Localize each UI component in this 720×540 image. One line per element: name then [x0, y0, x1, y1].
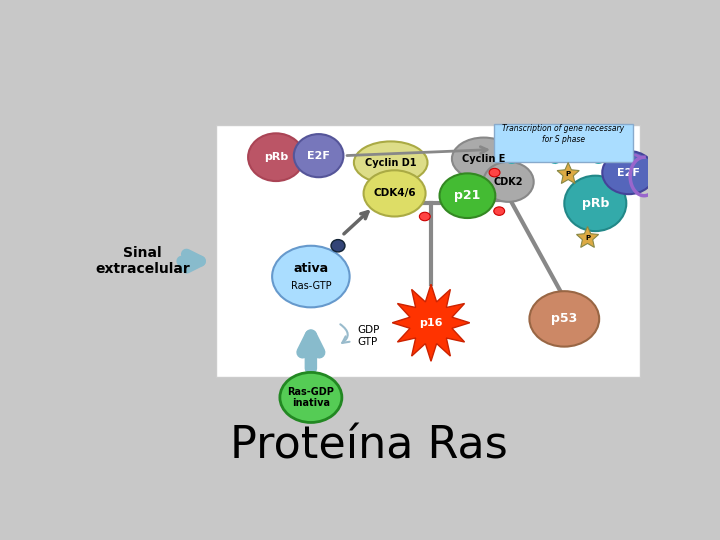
Text: CDK4/6: CDK4/6: [373, 188, 416, 198]
Text: GDP
GTP: GDP GTP: [357, 325, 379, 347]
Ellipse shape: [439, 173, 495, 218]
Text: Proteína Ras: Proteína Ras: [230, 424, 508, 468]
Text: Ras-GDP
inativa: Ras-GDP inativa: [287, 387, 334, 408]
Ellipse shape: [248, 133, 304, 181]
Ellipse shape: [483, 162, 534, 202]
Ellipse shape: [564, 176, 626, 231]
Text: CDK2: CDK2: [494, 177, 523, 187]
Ellipse shape: [494, 207, 505, 215]
FancyBboxPatch shape: [494, 124, 634, 162]
Ellipse shape: [452, 138, 516, 180]
Ellipse shape: [529, 291, 599, 347]
Ellipse shape: [272, 246, 350, 307]
Ellipse shape: [602, 151, 655, 194]
Text: E2F: E2F: [307, 151, 330, 161]
Polygon shape: [392, 284, 469, 361]
Ellipse shape: [364, 170, 426, 217]
Ellipse shape: [354, 141, 428, 184]
Text: Sinal
extracelular: Sinal extracelular: [95, 246, 190, 276]
Text: P: P: [566, 171, 571, 177]
Text: Ras-GTP: Ras-GTP: [291, 281, 331, 291]
Text: p21: p21: [454, 189, 481, 202]
Polygon shape: [577, 226, 598, 247]
Text: p53: p53: [552, 313, 577, 326]
Text: pRb: pRb: [264, 152, 288, 162]
Text: Transcription of gene necessary
for S phase: Transcription of gene necessary for S ph…: [503, 124, 624, 144]
Text: Cyclin D1: Cyclin D1: [365, 158, 416, 167]
Text: Cyclin E: Cyclin E: [462, 154, 505, 164]
Ellipse shape: [419, 212, 431, 221]
Ellipse shape: [331, 240, 345, 252]
FancyBboxPatch shape: [215, 125, 640, 377]
Text: ativa: ativa: [293, 262, 328, 275]
Ellipse shape: [489, 168, 500, 177]
Ellipse shape: [294, 134, 343, 177]
Ellipse shape: [280, 373, 342, 422]
Text: pRb: pRb: [582, 197, 609, 210]
Text: E2F: E2F: [617, 167, 640, 178]
Polygon shape: [557, 163, 579, 184]
Text: p16: p16: [419, 318, 443, 328]
Text: P: P: [585, 235, 590, 241]
